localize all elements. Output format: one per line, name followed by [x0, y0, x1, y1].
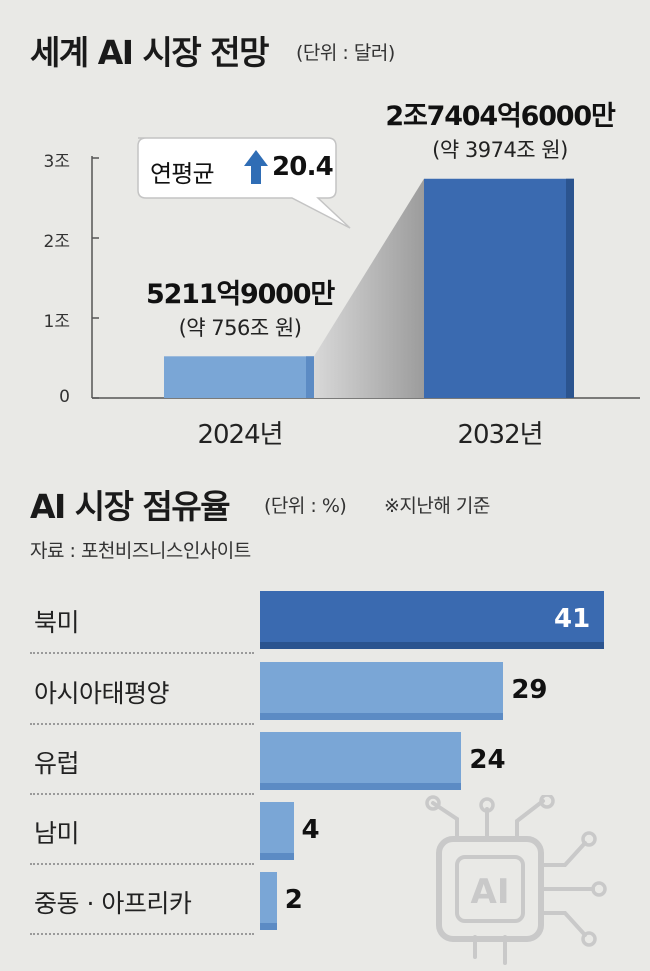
region-label: 유럽: [34, 749, 80, 778]
note-label: ※지난해 기준: [384, 495, 490, 517]
share-value-label: 24: [469, 745, 506, 775]
share-bar: [260, 591, 604, 649]
y-tick-label: 3조: [43, 152, 70, 172]
bar-2024-shade: [306, 356, 314, 398]
share-value-label: 2: [284, 885, 303, 915]
unit-label-forecast: (단위 : 달러): [296, 42, 395, 64]
category-label-2024: 2024년: [197, 420, 283, 450]
row-divider: [30, 863, 254, 865]
up-arrow-icon: [244, 150, 268, 184]
ai-chip-icon: AI: [425, 795, 607, 965]
value-sublabel-2032: (약 3974조 원): [432, 138, 568, 162]
region-label: 중동 · 아프리카: [34, 889, 192, 918]
share-value-label: 41: [554, 604, 591, 634]
value-sublabel-2024: (약 756조 원): [178, 316, 302, 340]
callout-value: 20.4: [272, 152, 334, 182]
value-label-2032: 2조7404억6000만: [385, 101, 615, 132]
row-divider: [30, 723, 254, 725]
chart-title-share: AI 시장 점유율: [30, 487, 231, 526]
bar-2024: [164, 356, 314, 398]
region-label: 북미: [34, 608, 80, 637]
callout-label: 연평균: [150, 160, 215, 188]
row-divider: [30, 652, 254, 654]
y-tick-label: 0: [59, 387, 70, 407]
category-label-2032: 2032년: [457, 420, 543, 450]
growth-connector: [314, 178, 424, 398]
share-bar: [260, 732, 462, 790]
row-divider: [30, 933, 254, 935]
bar-2032: [424, 178, 574, 398]
share-bar: [260, 662, 504, 720]
share-value-label: 4: [301, 815, 320, 845]
y-tick-label: 1조: [43, 312, 70, 332]
row-divider: [30, 793, 254, 795]
bar-2032-shade: [566, 178, 574, 398]
forecast-chart: [91, 137, 640, 399]
region-label: 남미: [34, 819, 80, 848]
share-bar: [260, 872, 277, 930]
chart-title-forecast: 세계 AI 시장 전망: [30, 33, 269, 72]
share-bar: [260, 802, 294, 860]
svg-text:AI: AI: [471, 872, 510, 912]
share-value-label: 29: [511, 675, 548, 705]
callout-box: [137, 137, 351, 229]
y-tick-label: 2조: [43, 232, 70, 252]
region-label: 아시아태평양: [34, 679, 170, 708]
value-label-2024: 5211억9000만: [146, 279, 335, 310]
unit-label-share: (단위 : %): [264, 495, 347, 517]
source-label: 자료 : 포천비즈니스인사이트: [30, 540, 251, 562]
